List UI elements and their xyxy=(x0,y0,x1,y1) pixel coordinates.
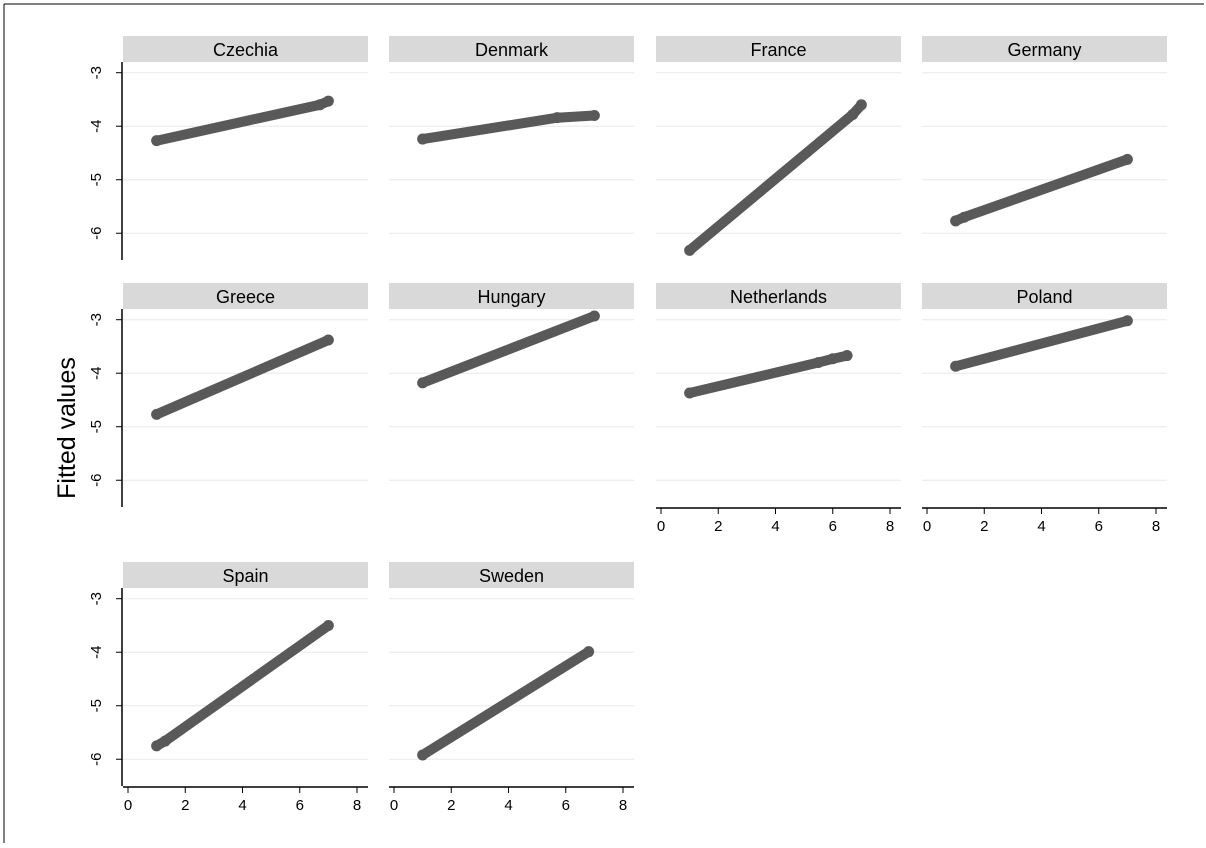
panel-strip-0 xyxy=(123,36,368,62)
data-point-2-2 xyxy=(855,99,867,111)
data-point-4-1 xyxy=(322,334,334,346)
y-tick-label-0-2: -5 xyxy=(88,173,105,186)
y-tick-label-8-2: -5 xyxy=(88,699,105,712)
panel-strip-6 xyxy=(656,283,901,309)
x-tick-label-9-0: 0 xyxy=(390,797,398,814)
panel-title-3: Germany xyxy=(1007,40,1081,60)
fitted-line-6 xyxy=(684,350,853,398)
panel-strip-3 xyxy=(922,36,1167,62)
x-tick-label-7-2: 4 xyxy=(1037,518,1045,535)
data-point-0-2 xyxy=(322,95,334,107)
data-point-2-0 xyxy=(684,244,696,256)
y-tick-label-4-2: -5 xyxy=(88,420,105,433)
x-tick-label-8-4: 8 xyxy=(353,797,361,814)
panel-strip-9 xyxy=(389,562,634,588)
panel-title-7: Poland xyxy=(1016,287,1072,307)
x-tick-label-7-1: 2 xyxy=(980,518,988,535)
x-tick-label-6-3: 6 xyxy=(829,518,837,535)
data-point-7-0 xyxy=(950,360,962,372)
panel-strip-5 xyxy=(389,283,634,309)
panel-strip-4 xyxy=(123,283,368,309)
data-point-0-0 xyxy=(151,135,163,147)
data-point-0-1 xyxy=(314,99,326,111)
y-axis-title: Fitted values xyxy=(53,357,81,499)
x-tick-label-8-0: 0 xyxy=(124,797,132,814)
x-tick-label-6-2: 4 xyxy=(771,518,779,535)
y-tick-label-4-3: -6 xyxy=(88,474,105,487)
data-point-6-1 xyxy=(812,357,824,369)
x-tick-label-9-2: 4 xyxy=(504,797,512,814)
data-point-3-1 xyxy=(958,211,970,223)
panel-strip-1 xyxy=(389,36,634,62)
fitted-line-8 xyxy=(151,620,334,751)
y-tick-label-8-0: -3 xyxy=(88,592,105,605)
data-point-5-1 xyxy=(588,310,600,322)
data-point-3-2 xyxy=(1121,153,1133,165)
data-point-8-1 xyxy=(159,735,171,747)
data-point-1-2 xyxy=(588,110,600,122)
fitted-line-3 xyxy=(950,154,1133,226)
x-tick-label-8-1: 2 xyxy=(181,797,189,814)
data-point-1-0 xyxy=(417,133,429,145)
data-point-6-2 xyxy=(827,353,839,365)
panel-title-0: Czechia xyxy=(213,40,279,60)
panel-title-6: Netherlands xyxy=(730,287,827,307)
data-point-5-0 xyxy=(417,377,429,389)
y-tick-label-8-1: -4 xyxy=(88,646,105,659)
data-point-8-2 xyxy=(322,619,334,631)
panel-strip-8 xyxy=(123,562,368,588)
x-tick-label-9-1: 2 xyxy=(447,797,455,814)
x-tick-label-9-4: 8 xyxy=(619,797,627,814)
fitted-line-4 xyxy=(151,335,334,420)
data-point-8-0 xyxy=(151,740,163,752)
x-tick-label-7-3: 6 xyxy=(1095,518,1103,535)
y-tick-label-0-0: -3 xyxy=(88,66,105,79)
x-tick-label-6-0: 0 xyxy=(657,518,665,535)
y-tick-label-0-1: -4 xyxy=(88,120,105,133)
panel-title-5: Hungary xyxy=(477,287,545,307)
data-point-7-1 xyxy=(1121,315,1133,327)
y-tick-label-0-3: -6 xyxy=(88,227,105,240)
data-point-4-0 xyxy=(151,408,163,420)
fitted-line-0 xyxy=(151,96,334,146)
y-tick-label-4-1: -4 xyxy=(88,367,105,380)
panel-strip-7 xyxy=(922,283,1167,309)
panel-title-9: Sweden xyxy=(479,566,544,586)
x-tick-label-8-2: 4 xyxy=(238,797,246,814)
data-point-9-0 xyxy=(417,749,429,761)
x-tick-label-7-0: 0 xyxy=(923,518,931,535)
data-point-6-3 xyxy=(841,350,853,362)
x-tick-label-7-4: 8 xyxy=(1152,518,1160,535)
fitted-line-1 xyxy=(417,110,600,145)
panel-title-8: Spain xyxy=(222,566,268,586)
fitted-line-7 xyxy=(950,315,1133,372)
y-tick-label-4-0: -3 xyxy=(88,313,105,326)
x-tick-label-6-1: 2 xyxy=(714,518,722,535)
y-tick-label-8-3: -6 xyxy=(88,753,105,766)
fitted-line-9 xyxy=(417,646,594,760)
panel-title-2: France xyxy=(750,40,806,60)
data-point-3-0 xyxy=(950,215,962,227)
x-tick-label-9-3: 6 xyxy=(562,797,570,814)
panel-strip-2 xyxy=(656,36,901,62)
panel-title-4: Greece xyxy=(216,287,275,307)
x-tick-label-6-4: 8 xyxy=(886,518,894,535)
fitted-line-5 xyxy=(417,311,600,388)
x-tick-label-8-3: 6 xyxy=(296,797,304,814)
data-point-2-1 xyxy=(847,108,859,120)
data-point-1-1 xyxy=(551,112,563,124)
panel-title-1: Denmark xyxy=(475,40,549,60)
data-point-6-0 xyxy=(684,387,696,399)
data-point-9-1 xyxy=(583,646,595,658)
